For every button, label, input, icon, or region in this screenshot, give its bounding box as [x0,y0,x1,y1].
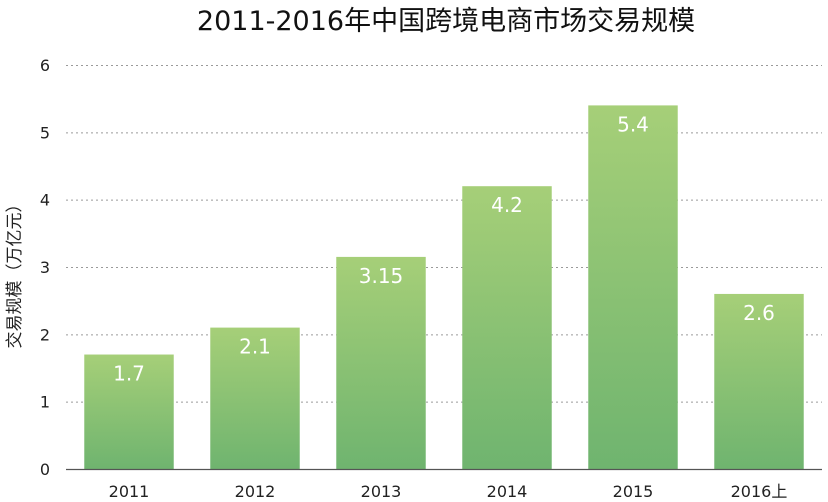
chart-title: 2011-2016年中国跨境电商市场交易规模 [197,6,695,37]
y-axis-label: 交易规模（万亿元） [5,196,25,349]
y-tick-label: 6 [40,56,50,75]
x-tick-label: 2015 [613,482,654,501]
bar-value-label: 2.1 [239,335,271,359]
x-tick-labels: 2011 2012 2013 2014 2015 2016上 [109,482,788,501]
gridlines [66,65,822,403]
bar-value-label: 5.4 [617,112,649,136]
bar-value-label: 2.6 [743,301,775,325]
x-tick-label: 2014 [487,482,528,501]
y-tick-label: 1 [40,393,50,412]
bar-value-label: 3.15 [359,264,404,288]
x-tick-label: 2013 [361,482,402,501]
x-tick-label: 2011 [109,482,150,501]
bar [84,354,174,469]
bar-value-label: 4.2 [491,193,523,217]
y-tick-labels: 0 1 2 3 4 5 6 [40,56,50,479]
bar [336,256,426,469]
x-tick-label: 2016上 [731,482,788,501]
y-tick-label: 4 [40,191,50,210]
bar-value-label: 1.7 [113,362,145,386]
y-tick-label: 0 [40,460,50,479]
y-tick-label: 2 [40,325,50,344]
bars: 1.7 2.1 3.15 4.2 5.4 2.6 [84,105,804,470]
bar [210,327,300,469]
y-tick-label: 3 [40,258,50,277]
x-tick-label: 2012 [235,482,276,501]
bar [714,293,804,469]
bar [462,186,552,469]
bar [588,105,678,470]
y-tick-label: 5 [40,123,50,142]
